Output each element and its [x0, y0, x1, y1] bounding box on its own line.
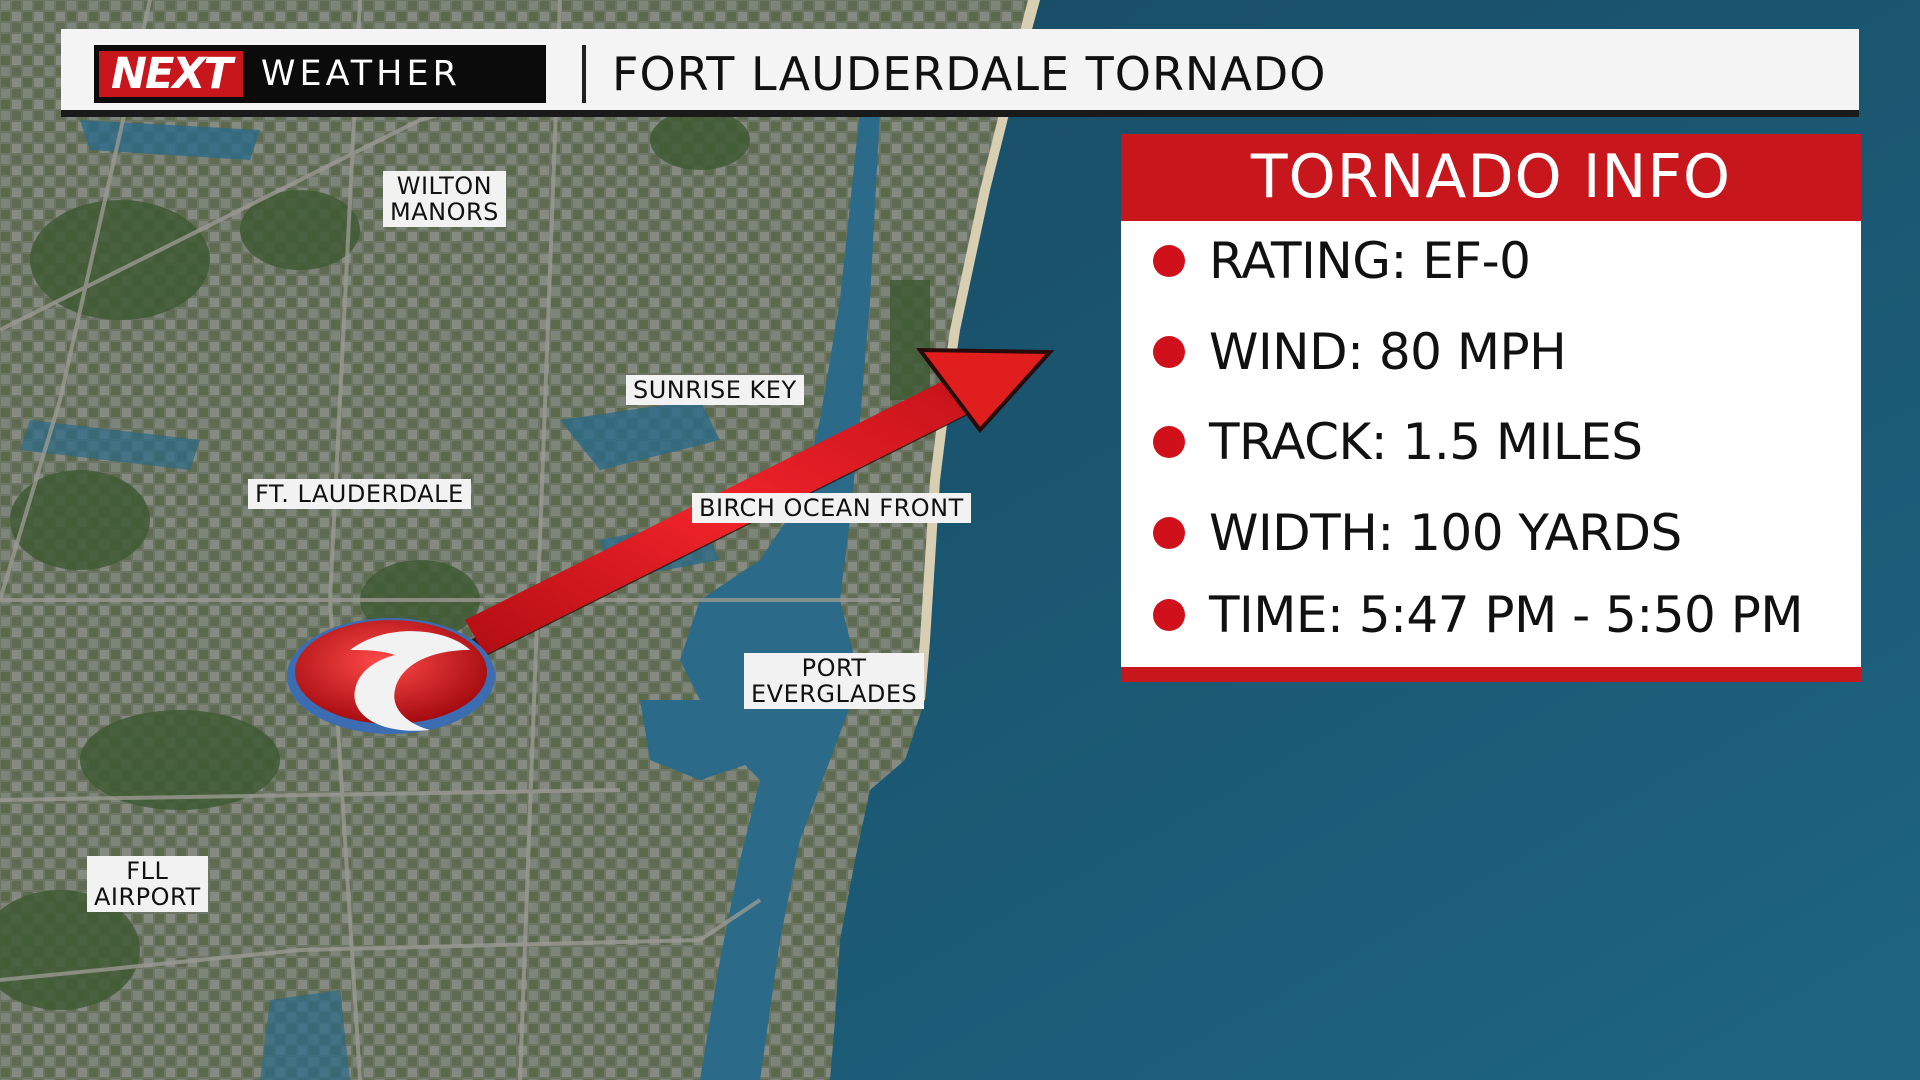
- header-divider: [582, 45, 586, 103]
- header-bar: NEXT WEATHER FORT LAUDERDALE TORNADO: [61, 29, 1859, 117]
- info-item-text: WIND: 80 MPH: [1209, 323, 1567, 381]
- next-weather-logo: NEXT WEATHER: [94, 45, 546, 103]
- bullet-icon: [1153, 245, 1185, 277]
- map-label-ft-lauderdale: FT. LAUDERDALE: [248, 479, 471, 509]
- tornado-info-panel: TORNADO INFO RATING: EF-0 WIND: 80 MPH T…: [1121, 134, 1861, 682]
- info-item-text: WIDTH: 100 YARDS: [1209, 504, 1682, 562]
- bullet-icon: [1153, 426, 1185, 458]
- beach: [915, 0, 1040, 700]
- page-title: FORT LAUDERDALE TORNADO: [612, 47, 1327, 101]
- map-label-wilton-manors: WILTON MANORS: [383, 171, 506, 227]
- info-item-time: TIME: 5:47 PM - 5:50 PM: [1121, 580, 1861, 650]
- bullet-icon: [1153, 599, 1185, 631]
- info-item-text: TIME: 5:47 PM - 5:50 PM: [1209, 586, 1804, 644]
- map-label-sunrise-key: SUNRISE KEY: [626, 375, 804, 405]
- hurricane-symbol-icon: [287, 618, 495, 734]
- bullet-icon: [1153, 517, 1185, 549]
- info-item-width: WIDTH: 100 YARDS: [1121, 498, 1861, 568]
- info-item-wind: WIND: 80 MPH: [1121, 317, 1861, 387]
- track-arrow-icon: [915, 347, 1055, 434]
- map-label-fll-airport: FLL AIRPORT: [87, 856, 208, 912]
- map-label-birch-ocean-front: BIRCH OCEAN FRONT: [692, 493, 971, 523]
- logo-next-text: NEXT: [99, 49, 243, 99]
- logo-weather-text: WEATHER: [260, 54, 461, 94]
- vegetation-areas: [0, 110, 930, 1010]
- info-item-text: RATING: EF-0: [1209, 232, 1531, 290]
- map-label-port-everglades: PORT EVERGLADES: [744, 653, 925, 709]
- roads: [0, 0, 900, 1080]
- info-item-rating: RATING: EF-0: [1121, 226, 1861, 296]
- bullet-icon: [1153, 336, 1185, 368]
- info-item-text: TRACK: 1.5 MILES: [1209, 413, 1643, 471]
- info-panel-title: TORNADO INFO: [1121, 134, 1861, 221]
- info-item-track: TRACK: 1.5 MILES: [1121, 407, 1861, 477]
